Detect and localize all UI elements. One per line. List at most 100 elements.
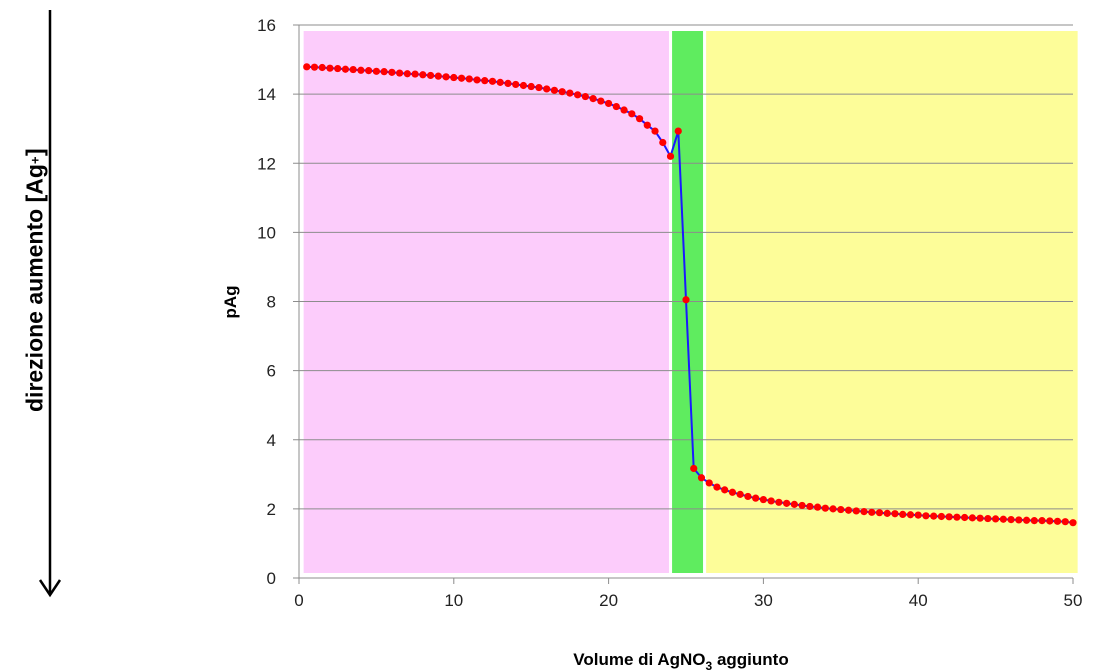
data-point <box>535 83 543 92</box>
data-point <box>953 513 961 521</box>
data-point <box>968 514 976 522</box>
x-axis-title-suffix: aggiunto <box>712 650 788 669</box>
y-tick-label-12: 12 <box>257 154 276 173</box>
x-tick-label-40: 40 <box>909 591 928 610</box>
x-tick-labels: 0 10 20 30 40 50 <box>294 591 1082 610</box>
x-tick-label-10: 10 <box>444 591 463 610</box>
data-point <box>628 110 636 118</box>
data-point <box>875 509 884 517</box>
data-point <box>1069 519 1077 527</box>
data-point <box>566 89 574 97</box>
data-point <box>860 508 868 516</box>
data-point <box>303 63 311 71</box>
data-point <box>403 70 411 78</box>
data-point <box>744 492 752 501</box>
x-axis-title-main: Volume di AgNO <box>573 650 705 669</box>
x-tick-label-30: 30 <box>754 591 773 610</box>
data-point <box>666 152 675 160</box>
data-point <box>821 504 829 512</box>
data-point <box>721 486 729 494</box>
data-point <box>713 483 721 491</box>
y-tick-labels: 0 2 4 6 8 10 12 14 16 <box>257 16 276 588</box>
x-axis-title: Volume di AgNO3 aggiunto <box>573 650 788 671</box>
data-point <box>326 64 334 72</box>
data-point <box>558 88 566 96</box>
data-point <box>419 71 427 79</box>
data-point <box>543 85 551 93</box>
data-point <box>690 464 698 473</box>
data-point <box>396 69 404 77</box>
data-point <box>976 514 984 522</box>
data-point <box>961 513 969 522</box>
data-point <box>945 513 953 521</box>
data-point <box>496 78 504 86</box>
data-point <box>334 64 342 73</box>
series-line-layer <box>306 65 1074 524</box>
data-point <box>844 506 853 514</box>
y-tick-label-0: 0 <box>267 569 276 588</box>
data-point <box>457 74 466 82</box>
data-point <box>341 65 350 73</box>
data-point <box>388 68 396 76</box>
data-point <box>798 501 806 510</box>
data-point <box>411 70 419 78</box>
data-point <box>550 86 559 94</box>
data-point <box>752 494 760 502</box>
data-point <box>1030 517 1038 525</box>
data-point <box>442 73 450 81</box>
direction-arrow <box>38 10 62 598</box>
data-point <box>930 512 938 520</box>
data-point <box>1015 516 1023 524</box>
data-point <box>659 138 667 147</box>
data-point <box>612 102 620 111</box>
data-point <box>349 65 357 74</box>
data-point <box>481 77 489 85</box>
data-point <box>519 81 528 90</box>
data-point <box>357 66 365 74</box>
data-point <box>1038 517 1046 525</box>
data-markers <box>303 63 1077 527</box>
data-point <box>868 508 876 516</box>
data-point <box>984 514 992 523</box>
data-point <box>697 474 706 482</box>
data-point <box>465 75 473 83</box>
y-tick-label-8: 8 <box>267 293 276 312</box>
data-point <box>736 490 744 498</box>
data-point <box>682 296 690 304</box>
data-point <box>1046 517 1054 525</box>
data-point <box>775 498 783 506</box>
data-point <box>728 488 737 496</box>
data-point <box>426 71 435 80</box>
data-point <box>643 121 651 129</box>
data-point <box>635 115 644 123</box>
data-point <box>434 72 442 80</box>
data-point <box>1061 518 1069 526</box>
data-point <box>759 495 768 504</box>
data-point <box>813 503 822 511</box>
y-tick-label-10: 10 <box>257 223 276 242</box>
x-tick-label-20: 20 <box>599 591 618 610</box>
x-axis-title-subscript: 3 <box>706 659 713 671</box>
data-point <box>806 502 814 511</box>
data-point <box>605 99 613 108</box>
data-point <box>705 479 713 487</box>
data-point <box>574 91 582 99</box>
data-point <box>767 497 775 505</box>
data-point <box>922 512 930 520</box>
data-point <box>852 507 860 515</box>
data-point <box>999 515 1007 523</box>
data-point <box>1022 516 1031 524</box>
y-tick-label-16: 16 <box>257 16 276 35</box>
y-tick-label-6: 6 <box>267 362 276 381</box>
data-point <box>318 63 326 72</box>
data-point <box>837 505 845 514</box>
data-point <box>589 95 597 103</box>
data-point <box>620 106 628 114</box>
x-tick-label-50: 50 <box>1064 591 1083 610</box>
data-point <box>372 67 380 75</box>
data-point <box>899 510 907 519</box>
data-point <box>488 77 497 85</box>
data-point <box>310 63 319 71</box>
x-tick-label-0: 0 <box>294 591 303 610</box>
